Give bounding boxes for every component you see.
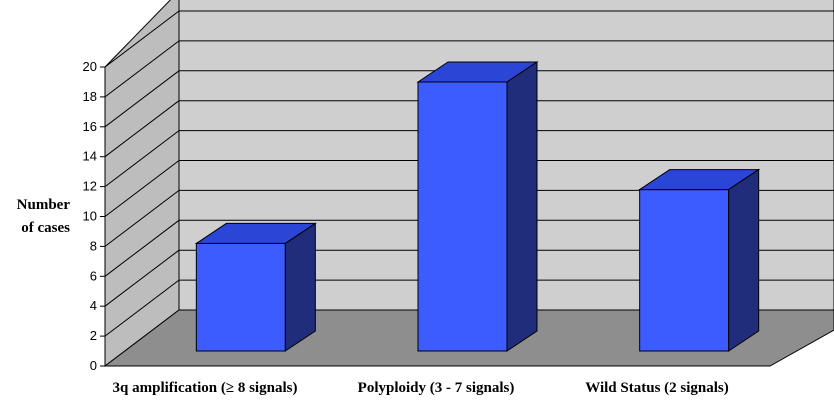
gridline-side: [104, 190, 180, 247]
gridline-side: [104, 219, 180, 277]
y-axis-label-line-2: of cases: [21, 220, 70, 236]
gridline-side: [104, 10, 180, 68]
bar: [638, 168, 761, 352]
gridline-side: [104, 70, 180, 128]
x-category-label: Wild Status (2 signals): [585, 380, 729, 396]
gridline-side: [104, 100, 180, 158]
y-tick-label: 16: [83, 119, 97, 134]
y-axis-ticks: 0 2 4 6 8 10 12 14 16 18 20: [83, 59, 106, 373]
gridline-side: [104, 160, 180, 217]
bar-side: [506, 61, 538, 352]
y-tick-label: 10: [83, 209, 97, 224]
gridline-side: [104, 279, 180, 337]
gridline-side: [104, 40, 180, 98]
bar-front: [417, 81, 508, 352]
gridline-side: [104, 249, 180, 307]
y-tick-label: 20: [83, 59, 97, 74]
y-tick-label: 18: [83, 89, 97, 104]
bar: [416, 61, 539, 352]
y-axis-label-line-1: Number: [17, 197, 71, 213]
bar: [194, 222, 317, 352]
bar-front: [639, 189, 730, 352]
x-category-label: Polyploidy (3 - 7 signals): [358, 380, 515, 396]
x-axis-labels: 3q amplification (≥ 8 signals) Polyploidy…: [113, 380, 729, 396]
y-axis-label: Number of cases: [17, 197, 71, 236]
y-tick-label: 12: [83, 179, 97, 194]
bar-side: [284, 222, 316, 352]
y-tick-label: 14: [83, 149, 97, 164]
bars: [194, 61, 761, 352]
y-tick-label: 0: [90, 358, 97, 373]
gridline-side: [104, 130, 180, 187]
y-tick-label: 2: [90, 328, 97, 343]
x-category-label: 3q amplification (≥ 8 signals): [113, 380, 298, 396]
bar-side: [728, 168, 760, 352]
side-wall: [104, 0, 180, 368]
y-tick-label: 8: [90, 238, 97, 253]
y-tick-label: 4: [90, 298, 97, 313]
y-tick-label: 6: [90, 268, 97, 283]
bar-front: [195, 242, 286, 352]
